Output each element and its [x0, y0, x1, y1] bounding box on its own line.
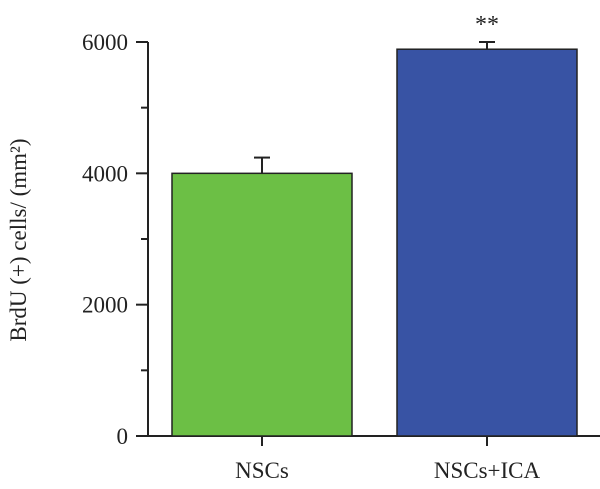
x-axis: NSCs NSCs+ICA: [147, 435, 600, 483]
y-axis-ticks: 0 2000 4000 6000: [82, 30, 148, 449]
y-tick-label: 0: [117, 424, 129, 449]
bars: **: [171, 12, 578, 437]
y-tick-label: 6000: [82, 30, 128, 55]
y-tick-label: 2000: [82, 293, 128, 318]
significance-marker: **: [475, 12, 499, 38]
x-axis-ticks: NSCs NSCs+ICA: [235, 436, 541, 483]
y-axis-label: BrdU (+) cells/ (mm²): [6, 138, 31, 341]
y-axis: 0 2000 4000 6000: [82, 30, 149, 449]
x-tick-label: NSCs+ICA: [434, 458, 541, 483]
y-tick-label: 4000: [82, 161, 128, 186]
bar-nscs-ica: [396, 48, 578, 437]
bar-nscs: [171, 172, 353, 437]
x-tick-label: NSCs: [235, 458, 289, 483]
